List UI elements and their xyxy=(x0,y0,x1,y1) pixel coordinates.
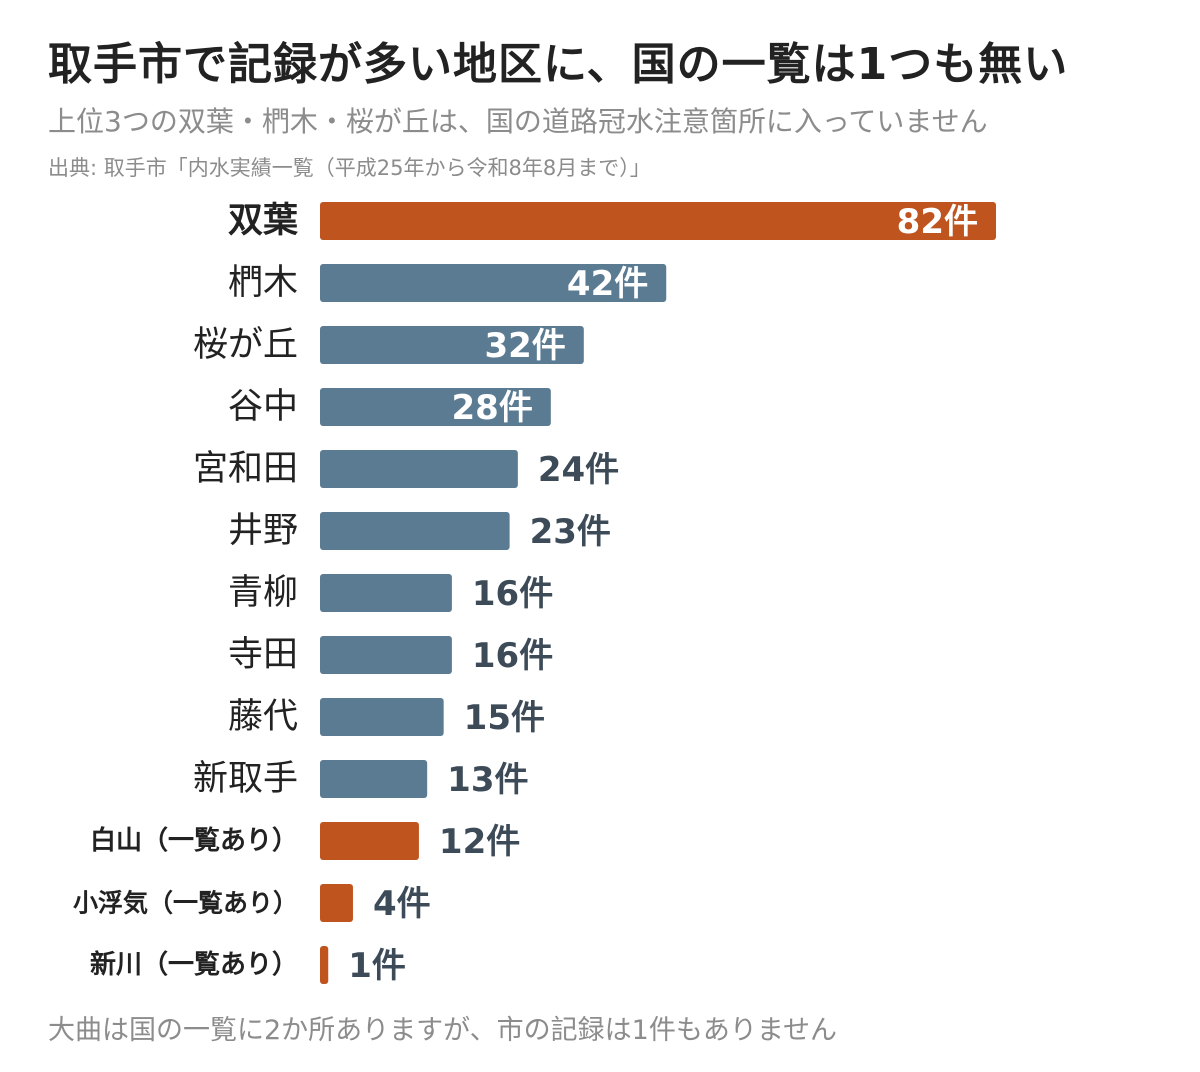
bar xyxy=(320,202,996,240)
category-label: 椚木 xyxy=(228,263,298,303)
value-label: 4件 xyxy=(373,884,431,924)
category-label: 藤代 xyxy=(228,697,298,737)
value-label: 16件 xyxy=(472,636,553,676)
bar xyxy=(320,450,518,488)
bar xyxy=(320,574,452,612)
value-label: 12件 xyxy=(439,822,520,862)
bar xyxy=(320,512,510,550)
value-label: 1件 xyxy=(348,946,406,986)
value-label: 82件 xyxy=(897,202,978,242)
bar xyxy=(320,388,551,426)
value-label: 24件 xyxy=(538,450,619,490)
category-label: 新取手 xyxy=(193,759,298,799)
bar xyxy=(320,326,584,364)
category-label: 谷中 xyxy=(228,387,298,427)
bar xyxy=(320,946,329,984)
value-label: 42件 xyxy=(567,264,648,304)
category-label: 新川（一覧あり） xyxy=(90,949,298,980)
chart-subtitle: 上位3つの双葉・椚木・桜が丘は、国の道路冠水注意箇所に入っていません xyxy=(48,105,988,138)
value-label: 15件 xyxy=(464,698,545,738)
chart-title: 取手市で記録が多い地区に、国の一覧は1つも無い xyxy=(48,39,1069,90)
value-label: 28件 xyxy=(452,388,533,428)
category-label: 桜が丘 xyxy=(193,325,298,365)
category-label: 青柳 xyxy=(228,573,298,613)
value-label: 16件 xyxy=(472,574,553,614)
category-label: 寺田 xyxy=(228,635,298,675)
chart-footnote: 大曲は国の一覧に2か所ありますが、市の記録は1件もありません xyxy=(48,1015,838,1046)
category-label: 小浮気（一覧あり） xyxy=(73,889,298,918)
category-label: 双葉 xyxy=(228,201,299,241)
bar xyxy=(320,698,444,736)
bar xyxy=(320,636,452,674)
category-label: 宮和田 xyxy=(193,449,298,489)
bar xyxy=(320,760,428,798)
value-label: 32件 xyxy=(484,326,565,366)
chart-source: 出典: 取手市「内水実績一覧（平成25年から令和8年8月まで）」 xyxy=(48,156,651,180)
bar xyxy=(320,884,353,922)
category-label: 井野 xyxy=(228,511,298,551)
bar xyxy=(320,264,667,302)
category-label: 白山（一覧あり） xyxy=(90,825,298,856)
bar xyxy=(320,822,419,860)
value-label: 23件 xyxy=(530,512,611,552)
value-label: 13件 xyxy=(447,760,528,800)
